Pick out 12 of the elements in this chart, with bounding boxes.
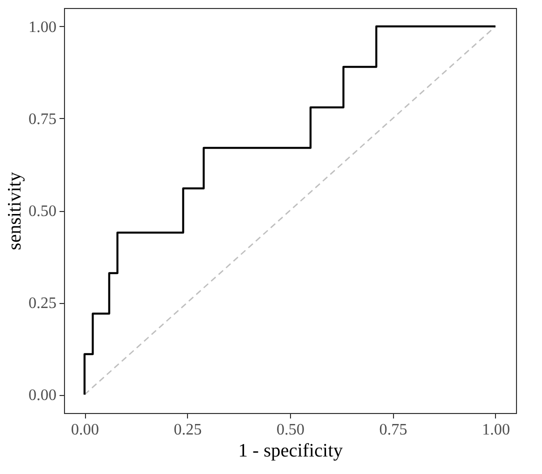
y-tick-label: 1.00 [28, 18, 56, 36]
x-axis-title: 1 - specificity [238, 440, 344, 462]
y-tick-label: 0.75 [28, 110, 56, 128]
x-tick-label: 0.25 [174, 422, 202, 438]
x-tick-label: 0.75 [379, 422, 408, 438]
y-tick-label: 0.00 [28, 387, 56, 404]
x-tick-label: 0.00 [71, 422, 100, 438]
x-tick-label: 1.00 [482, 422, 510, 438]
y-tick-label: 0.50 [28, 203, 56, 220]
y-axis-title: sensitivity [4, 171, 26, 250]
x-tick-label: 0.50 [276, 422, 304, 438]
y-tick-label: 0.25 [28, 295, 56, 312]
